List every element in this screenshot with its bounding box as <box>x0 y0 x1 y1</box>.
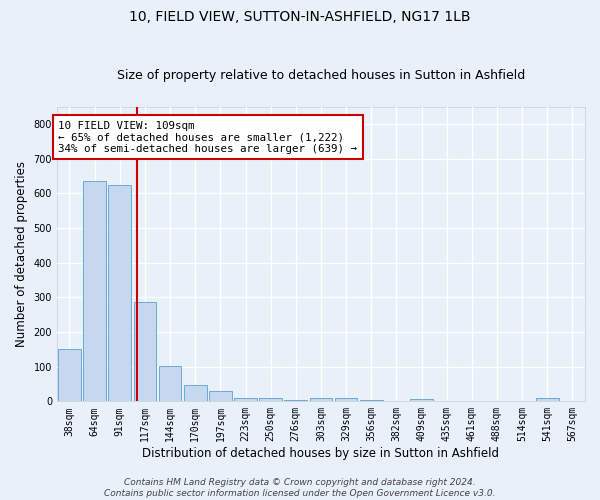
Bar <box>259 398 282 402</box>
Bar <box>58 350 81 402</box>
Bar <box>184 386 206 402</box>
Text: 10, FIELD VIEW, SUTTON-IN-ASHFIELD, NG17 1LB: 10, FIELD VIEW, SUTTON-IN-ASHFIELD, NG17… <box>129 10 471 24</box>
Bar <box>234 398 257 402</box>
Bar <box>134 302 156 402</box>
Title: Size of property relative to detached houses in Sutton in Ashfield: Size of property relative to detached ho… <box>117 69 525 82</box>
Bar <box>536 398 559 402</box>
Bar <box>209 391 232 402</box>
Bar <box>83 182 106 402</box>
Bar <box>360 400 383 402</box>
Bar <box>109 184 131 402</box>
Bar <box>284 400 307 402</box>
Text: Contains HM Land Registry data © Crown copyright and database right 2024.
Contai: Contains HM Land Registry data © Crown c… <box>104 478 496 498</box>
Text: 10 FIELD VIEW: 109sqm
← 65% of detached houses are smaller (1,222)
34% of semi-d: 10 FIELD VIEW: 109sqm ← 65% of detached … <box>58 120 357 154</box>
Bar <box>310 398 332 402</box>
Bar <box>159 366 181 402</box>
Y-axis label: Number of detached properties: Number of detached properties <box>15 161 28 347</box>
Bar <box>335 398 358 402</box>
Bar <box>410 399 433 402</box>
X-axis label: Distribution of detached houses by size in Sutton in Ashfield: Distribution of detached houses by size … <box>142 447 499 460</box>
